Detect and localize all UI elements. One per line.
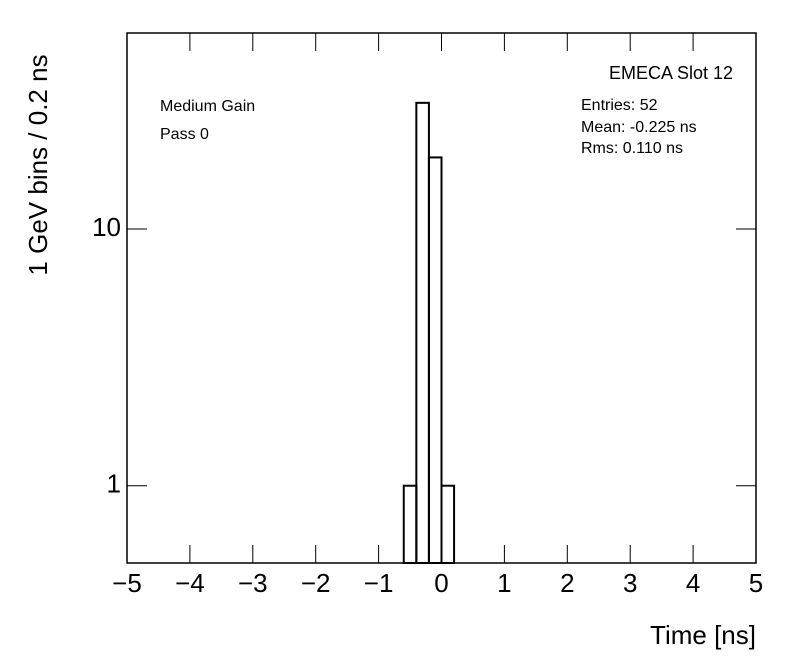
y-axis-title: 1 GeV bins / 0.2 ns	[23, 54, 53, 275]
x-tick-label: 5	[749, 568, 763, 598]
stats-entries: Entries: 52	[581, 97, 658, 114]
x-axis-title: Time [ns]	[650, 620, 756, 650]
bar	[415, 101, 430, 564]
x-tick-label: −4	[175, 568, 205, 598]
stats-mean: Mean: -0.225 ns	[581, 119, 697, 136]
bar	[427, 156, 443, 565]
stats-rms: Rms: 0.110 ns	[581, 140, 683, 157]
x-tick-label: 1	[497, 568, 511, 598]
x-tick-label: 3	[623, 568, 637, 598]
x-tick-label: −2	[301, 568, 331, 598]
y-tick-label: 10	[92, 212, 121, 242]
annotation: Medium Gain	[160, 98, 255, 115]
x-tick-label: −5	[112, 568, 142, 598]
x-tick-label: 0	[434, 568, 448, 598]
x-tick-label: 2	[560, 568, 574, 598]
chart-title: EMECA Slot 12	[609, 63, 733, 83]
annotation: Pass 0	[160, 126, 209, 143]
x-tick-label: 4	[686, 568, 700, 598]
y-tick-label: 1	[107, 469, 121, 499]
bar	[440, 484, 456, 564]
bar	[402, 484, 418, 564]
x-tick-label: −3	[238, 568, 268, 598]
x-tick-label: −1	[364, 568, 394, 598]
